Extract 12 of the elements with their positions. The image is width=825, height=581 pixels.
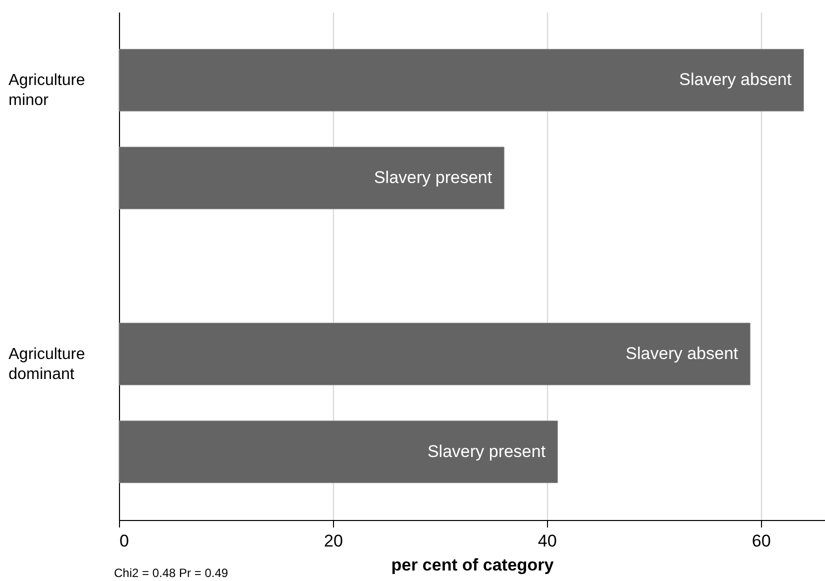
series-label: Slavery present (374, 168, 492, 187)
x-tick-label: 20 (324, 532, 343, 550)
text: Slavery present (427, 442, 546, 461)
series-label: Slavery absent (679, 70, 792, 90)
x-axis-title: per cent of category (391, 556, 554, 574)
x-tick-label: 40 (538, 532, 557, 550)
x-tick-label: 0 (120, 532, 129, 550)
text: Slavery absent (626, 344, 738, 363)
y-tick-label: Agriculture dominant (8, 346, 86, 383)
y-tick-label: Agriculture minor (8, 72, 86, 110)
text: Chi2 = 0.48 Pr = 0.49 (114, 566, 228, 580)
x-tick-label: 60 (752, 532, 771, 550)
